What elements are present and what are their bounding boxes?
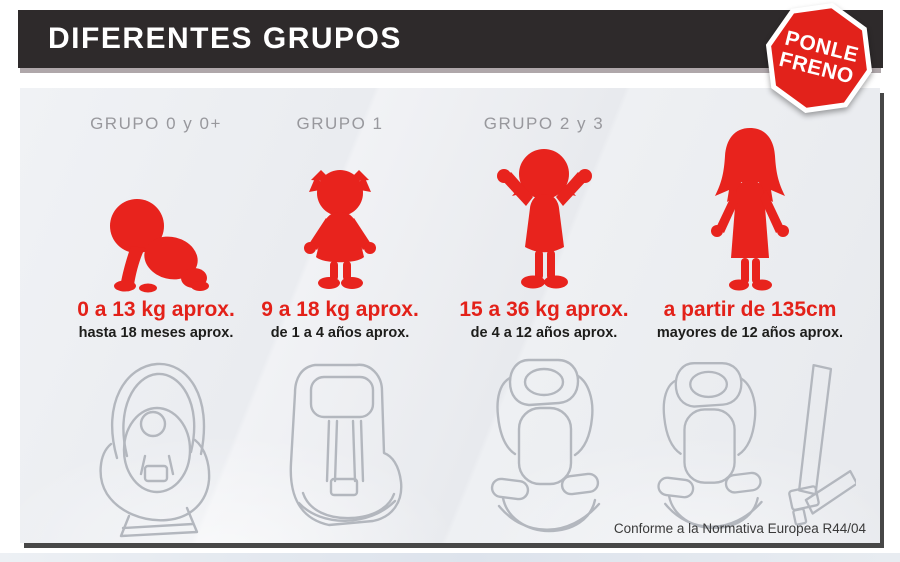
ponle-freno-badge: PONLE FRENO [758,0,880,116]
convertible-seat-icon [273,351,408,543]
page-title: DIFERENTES GRUPOS [48,22,402,55]
groups-panel: GRUPO 0 y 0+ 0 a 13 kg aprox. hasta 18 m… [20,88,880,543]
booster-with-seatbelt-icon [644,351,856,543]
age-range: hasta 18 meses aprox. [78,325,234,341]
weight-range: 15 a 36 kg aprox. [459,298,629,321]
highback-booster-seat-icon [477,351,612,543]
stop-sign-icon [765,2,873,114]
header-bar: DIFERENTES GRUPOS [18,10,883,68]
toddler-girl-icon [293,134,388,294]
group-column-2: GRUPO 2 y 3 15 a 36 kg aprox. de 4 a 12 … [444,88,644,543]
group-column-0: GRUPO 0 y 0+ 0 a 13 kg aprox. hasta 18 m… [56,88,256,543]
group-label: GRUPO 1 [296,114,384,133]
group-column-3: a partir de 135cm mayores de 12 años apr… [650,88,856,543]
group-column-1: GRUPO 1 9 a 18 kg aprox. de 1 a 4 años a… [240,88,440,543]
weight-range: a partir de 135cm [663,298,837,321]
older-girl-icon [703,128,798,294]
weight-range: 0 a 13 kg aprox. [77,298,235,321]
bottom-panel-edge [0,553,900,562]
child-arms-up-icon [492,134,597,294]
age-range: mayores de 12 años aprox. [656,325,844,341]
age-range: de 4 a 12 años aprox. [470,325,618,341]
infant-carrier-seat-icon [81,351,231,543]
weight-range: 9 a 18 kg aprox. [261,298,419,321]
baby-crawling-icon [101,134,211,294]
group-label: GRUPO 2 y 3 [483,114,605,133]
age-range: de 1 a 4 años aprox. [270,325,410,341]
group-label: GRUPO 0 y 0+ [90,114,222,133]
regulation-note: Conforme a la Normativa Europea R44/04 [613,521,866,536]
